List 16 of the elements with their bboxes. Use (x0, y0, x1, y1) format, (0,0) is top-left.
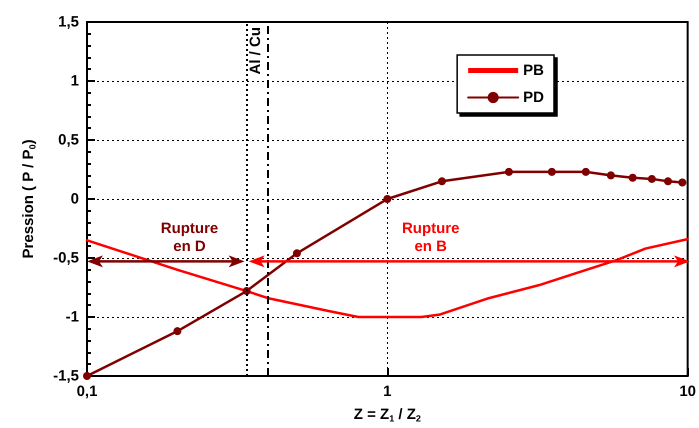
y-tick-label: 1,5 (58, 14, 79, 30)
y-tick-label: -0,5 (53, 250, 79, 266)
y-tick-label: 0 (70, 190, 79, 208)
x-tick-label: 1 (383, 383, 392, 400)
y-tick-label: 0,5 (58, 132, 79, 148)
y-axis-title: Pression ( P / P0) (20, 139, 38, 258)
annotation: Rupture en D (160, 220, 218, 255)
legend-label: PB (523, 62, 544, 79)
legend-label: PD (523, 89, 544, 106)
y-tick-label: 1 (70, 72, 79, 90)
y-tick-label: -1 (66, 308, 79, 326)
annotation: Rupture en B (402, 220, 460, 255)
x-tick-label: 0,1 (76, 383, 98, 400)
ref-line-label: Al / Cu (246, 27, 264, 74)
y-tick-label: -1,5 (53, 368, 79, 384)
x-tick-label: 10 (679, 383, 696, 400)
